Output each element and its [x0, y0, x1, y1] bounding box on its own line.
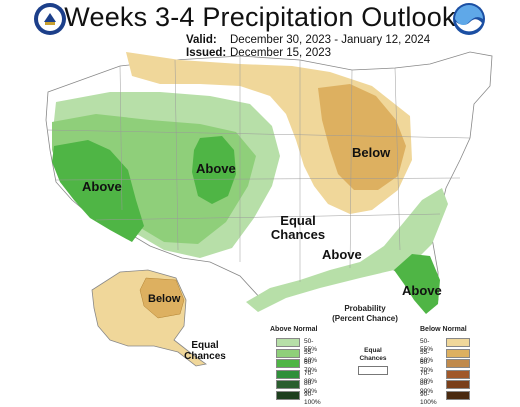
issued-value: December 15, 2023	[230, 47, 332, 59]
alaska-below-mid	[139, 277, 185, 319]
legend-label-below: 55-60%	[420, 348, 434, 364]
legend-swatch-above	[276, 369, 300, 379]
doc-seal-logo	[34, 3, 66, 35]
legend-swatch-above	[276, 338, 300, 347]
legend: Probability (Percent Chance) Above Norma…	[260, 304, 510, 406]
label-west-above: Above	[82, 179, 122, 194]
legend-label-above: 80-90%	[304, 380, 318, 395]
legend-label-below: 50-55%	[420, 338, 434, 353]
valid-value: December 30, 2023 - January 12, 2024	[230, 34, 431, 46]
map-title: Weeks 3-4 Precipitation Outlook	[64, 2, 456, 32]
legend-title-1: Probability	[344, 304, 386, 313]
legend-equal-1: Equal	[364, 347, 382, 354]
legend-title-2: (Percent Chance)	[332, 314, 398, 323]
label-equal-chances: Equal Chances	[268, 214, 328, 242]
legend-swatch-below	[446, 380, 470, 389]
legend-swatch-below	[446, 359, 470, 368]
above-light-southeast	[246, 188, 448, 312]
below-mid-region	[318, 84, 406, 190]
legend-label-above: 60-70%	[304, 359, 318, 374]
legend-swatch-above	[276, 348, 300, 358]
above-strong-florida	[394, 254, 440, 314]
legend-swatch-below	[446, 348, 470, 358]
legend-label-above: 70-80%	[304, 369, 318, 385]
legend-swatch-above	[276, 380, 300, 389]
issued-label: Issued:	[186, 47, 227, 59]
label-florida-above: Above	[402, 283, 442, 298]
legend-below-header: Below Normal	[420, 326, 467, 333]
above-strong-west	[52, 140, 144, 242]
alaska-equal-line-1: Equal	[191, 340, 219, 351]
legend-label-above: 55-60%	[304, 348, 318, 364]
legend-equal-swatch	[358, 366, 388, 375]
legend-title: Probability (Percent Chance)	[315, 304, 415, 324]
label-alaska-below: Below	[148, 293, 181, 305]
label-central-above: Above	[196, 161, 236, 176]
legend-swatch-below	[446, 369, 470, 379]
legend-equal-label: Equal Chances	[353, 347, 393, 363]
state-boundaries	[47, 56, 471, 282]
legend-swatch-above	[276, 390, 300, 400]
noaa-logo	[453, 3, 485, 35]
equal-chances-line-1: Equal	[280, 213, 316, 228]
legend-swatch-below	[446, 338, 470, 347]
equal-chances-line-2: Chances	[270, 227, 326, 242]
legend-above-header: Above Normal	[270, 326, 318, 333]
label-alaska-equal: Equal Chances	[180, 340, 230, 362]
above-strong-central	[192, 136, 236, 204]
legend-swatch-below	[446, 390, 470, 400]
valid-label: Valid:	[186, 34, 217, 46]
label-southeast-above: Above	[322, 247, 362, 262]
legend-label-below: 80-90%	[420, 380, 434, 395]
legend-label-below: 60-70%	[420, 359, 434, 374]
label-east-below: Below	[352, 145, 391, 160]
legend-swatch-above	[276, 359, 300, 368]
legend-label-above: 90-100%	[304, 390, 321, 406]
legend-label-above: 50-55%	[304, 338, 318, 353]
legend-label-below: 90-100%	[420, 390, 437, 406]
legend-label-below: 70-80%	[420, 369, 434, 385]
date-info: Valid: December 30, 2023 - January 12, 20…	[186, 34, 430, 60]
alaska-equal-line-2: Chances	[184, 351, 226, 362]
legend-equal-2: Chances	[359, 355, 387, 362]
